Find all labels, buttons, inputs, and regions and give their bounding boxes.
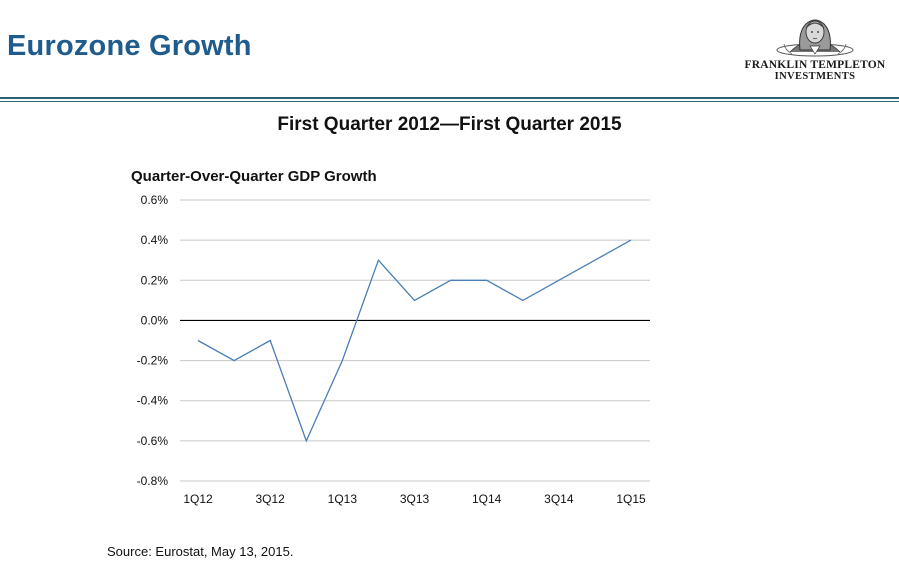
franklin-templeton-logo: FRANKLIN TEMPLETON INVESTMENTS xyxy=(740,10,890,86)
franklin-portrait-logo-icon xyxy=(776,19,854,57)
y-tick-label: 0.2% xyxy=(141,273,169,287)
logo-text-line1: FRANKLIN TEMPLETON xyxy=(744,59,886,71)
y-tick-label: -0.2% xyxy=(137,354,169,368)
x-tick-label: 1Q13 xyxy=(328,492,358,506)
y-tick-label: 0.6% xyxy=(141,193,169,207)
y-tick-label: -0.6% xyxy=(137,434,169,448)
header-rule-thick xyxy=(0,97,899,99)
y-tick-label: -0.4% xyxy=(137,394,169,408)
x-tick-label: 3Q14 xyxy=(544,492,574,506)
y-tick-label: -0.8% xyxy=(137,474,169,488)
source-note: Source: Eurostat, May 13, 2015. xyxy=(107,544,294,559)
y-tick-label: 0.0% xyxy=(141,313,169,327)
y-axis-title: Quarter-Over-Quarter GDP Growth xyxy=(131,168,377,185)
x-tick-label: 1Q15 xyxy=(616,492,646,506)
logo-text-line2: INVESTMENTS xyxy=(774,71,856,82)
x-tick-label: 3Q13 xyxy=(400,492,430,506)
y-tick-label: 0.4% xyxy=(141,233,169,247)
x-tick-label: 1Q14 xyxy=(472,492,502,506)
series-line xyxy=(197,239,632,443)
chart-title: First Quarter 2012—First Quarter 2015 xyxy=(277,114,622,135)
x-tick-label: 3Q12 xyxy=(255,492,285,506)
x-tick-label: 1Q12 xyxy=(183,492,213,506)
page-title: Eurozone Growth xyxy=(7,30,252,62)
header-rule-thin xyxy=(0,101,899,102)
